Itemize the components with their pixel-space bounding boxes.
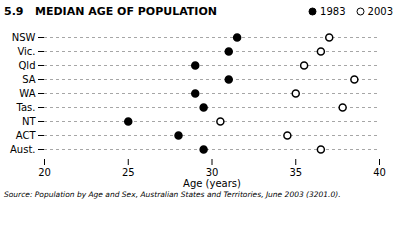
svg-text:ACT: ACT (16, 130, 37, 141)
svg-text:20: 20 (38, 167, 51, 178)
svg-text:Tas.: Tas. (16, 102, 36, 113)
html-text:Source: Population by Age and: Source: Population by Age and Sex, Austr… (4, 190, 341, 199)
svg-text:25: 25 (122, 167, 135, 178)
svg-text:NT: NT (22, 116, 36, 127)
svg-text:Vic.: Vic. (17, 46, 35, 57)
html-text:5.9 MEDIAN AGE OF POPULATION: 5.9 MEDIAN AGE OF POPULATION (4, 4, 217, 18)
svg-text:30: 30 (206, 167, 219, 178)
svg-text:Age (years): Age (years) (183, 178, 241, 189)
html-text:1983: 1983 (320, 5, 346, 17)
svg-text:40: 40 (373, 167, 386, 178)
html-text:2003: 2003 (367, 5, 393, 17)
svg-text:WA: WA (19, 88, 35, 99)
svg-text:35: 35 (289, 167, 302, 178)
svg-text:Aust.: Aust. (10, 144, 36, 155)
svg-text:SA: SA (22, 74, 36, 85)
svg-text:Qld: Qld (19, 60, 36, 71)
svg-text:NSW: NSW (12, 32, 36, 43)
